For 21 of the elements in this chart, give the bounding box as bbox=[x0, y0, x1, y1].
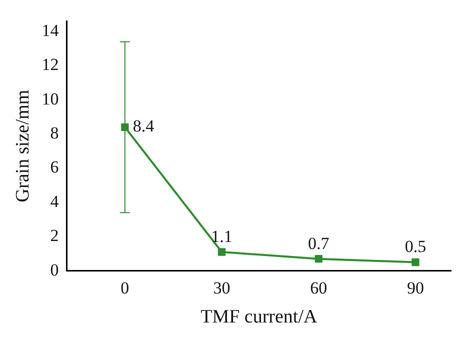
point bbox=[218, 248, 226, 256]
y-tick-label: 8 bbox=[50, 124, 59, 142]
x-tick-label: 60 bbox=[310, 278, 328, 298]
data-label: 1.1 bbox=[211, 226, 232, 246]
y-tick-label: 12 bbox=[42, 55, 59, 74]
x-tick-label: 30 bbox=[213, 278, 230, 298]
y-tick-label: 10 bbox=[42, 89, 59, 108]
y-tick-label: 2 bbox=[50, 226, 59, 246]
x-tick-label: 90 bbox=[406, 278, 424, 298]
y-tick-label: 6 bbox=[50, 158, 59, 177]
x-axis-title: TMF current/A bbox=[200, 306, 318, 328]
x-tick-label: 0 bbox=[120, 278, 130, 298]
y-tick-label: 14 bbox=[42, 20, 60, 40]
data-label: 0.7 bbox=[308, 234, 330, 253]
data-label: 0.5 bbox=[404, 237, 426, 256]
point bbox=[314, 255, 322, 263]
y-tick-label: 0 bbox=[50, 260, 59, 280]
point bbox=[412, 258, 420, 266]
y-tick-label: 4 bbox=[50, 192, 60, 211]
y-axis-title: Grain size/mm bbox=[12, 90, 34, 202]
data-label: 8.4 bbox=[132, 116, 155, 136]
